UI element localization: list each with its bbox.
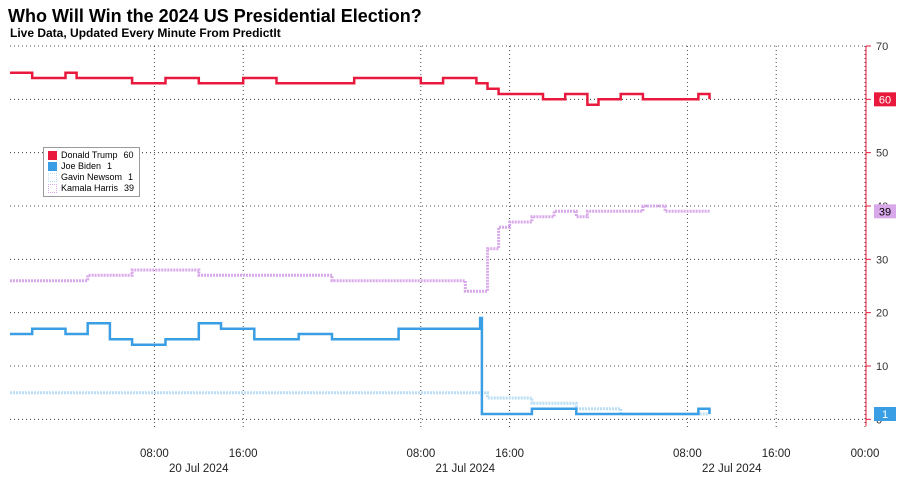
y-tick-label: 30 <box>876 254 888 266</box>
legend-value: 1 <box>128 172 134 182</box>
legend-swatch <box>48 184 57 193</box>
legend-label: Donald Trump <box>61 150 118 160</box>
y-tick-label: 10 <box>876 361 888 373</box>
x-tick-label: 08:00 <box>140 448 169 460</box>
legend-entry: Donald Trump 60 <box>48 150 134 161</box>
chart-title: Who Will Win the 2024 US Presidential El… <box>8 6 422 26</box>
legend-entry: Gavin Newsom 1 <box>48 172 134 183</box>
last-value-label: 1 <box>882 409 888 421</box>
legend-label: Gavin Newsom <box>61 172 123 182</box>
x-date-label: 22 Jul 2024 <box>702 463 762 475</box>
x-date-label: 20 Jul 2024 <box>169 463 229 475</box>
series-line-joe-biden <box>10 316 711 416</box>
legend-swatch <box>48 151 57 160</box>
x-tick-label: 16:00 <box>495 448 524 460</box>
last-value-tag <box>874 407 896 421</box>
last-value-tag <box>874 204 896 219</box>
chart-subtitle: Live Data, Updated Every Minute From Pre… <box>10 26 281 40</box>
x-tick-label: 00:00 <box>851 448 880 460</box>
series-line-kamala-harris <box>10 204 710 293</box>
series-line-gavin-newsom <box>10 391 710 416</box>
legend-entry: Joe Biden 1 <box>48 161 134 172</box>
legend-label: Kamala Harris <box>61 183 119 193</box>
y-tick-label: 70 <box>876 41 888 53</box>
x-tick-label: 08:00 <box>406 448 435 460</box>
x-tick-label: 08:00 <box>673 448 702 460</box>
legend-swatch <box>48 173 57 182</box>
series-line-donald-trump <box>10 71 711 106</box>
legend-swatch <box>48 162 57 171</box>
x-tick-label: 16:00 <box>229 448 258 460</box>
x-date-label: 21 Jul 2024 <box>436 463 496 475</box>
y-tick-label: 50 <box>876 148 888 160</box>
legend-label: Joe Biden <box>61 161 102 171</box>
legend-value: 39 <box>124 183 135 193</box>
last-value-label: 39 <box>879 206 891 218</box>
legend-value: 1 <box>107 161 113 171</box>
last-value-label: 60 <box>879 94 891 106</box>
last-value-tag <box>874 92 896 107</box>
chart-legend: Donald Trump 60 Joe Biden 1 Gavin Newsom 1 Kam… <box>43 147 141 197</box>
y-tick-label: 20 <box>876 308 888 320</box>
legend-entry: Kamala Harris 39 <box>48 183 134 194</box>
legend-value: 60 <box>123 150 134 160</box>
x-tick-label: 16:00 <box>762 448 791 460</box>
